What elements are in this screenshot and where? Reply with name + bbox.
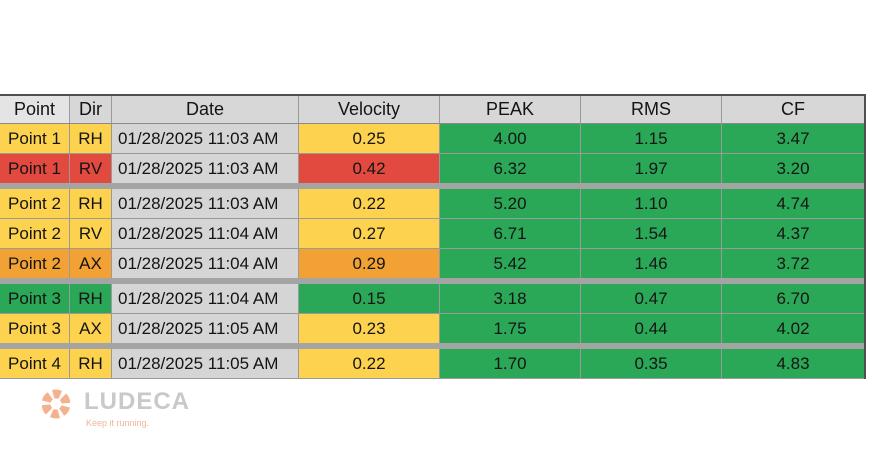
cell-velocity: 0.29	[299, 249, 440, 278]
cell-date: 01/28/2025 11:05 AM	[112, 349, 299, 378]
cell-dir: AX	[70, 314, 112, 343]
cell-rms: 0.44	[581, 314, 722, 343]
header-velocity[interactable]: Velocity	[299, 96, 440, 123]
cell-cf: 4.02	[722, 314, 864, 343]
cell-peak: 5.20	[440, 189, 581, 218]
header-cf[interactable]: CF	[722, 96, 864, 123]
cell-point: Point 1	[0, 124, 70, 153]
cell-peak: 1.70	[440, 349, 581, 378]
cell-dir: RV	[70, 154, 112, 183]
table-row[interactable]: Point 2 RH 01/28/2025 11:03 AM 0.22 5.20 1.10…	[0, 189, 864, 219]
cell-rms: 1.97	[581, 154, 722, 183]
cell-dir: RH	[70, 189, 112, 218]
cell-peak: 1.75	[440, 314, 581, 343]
cell-point: Point 2	[0, 249, 70, 278]
cell-dir: AX	[70, 249, 112, 278]
cell-dir: RV	[70, 219, 112, 248]
logo-tagline: Keep it running.	[86, 418, 150, 428]
cell-dir: RH	[70, 124, 112, 153]
cell-date: 01/28/2025 11:04 AM	[112, 219, 299, 248]
logo-center	[50, 398, 62, 410]
table-row[interactable]: Point 4 RH 01/28/2025 11:05 AM 0.22 1.70 0.35…	[0, 349, 864, 379]
cell-date: 01/28/2025 11:04 AM	[112, 249, 299, 278]
cell-velocity: 0.25	[299, 124, 440, 153]
cell-velocity: 0.42	[299, 154, 440, 183]
cell-rms: 1.10	[581, 189, 722, 218]
cell-cf: 4.83	[722, 349, 864, 378]
cell-cf: 6.70	[722, 284, 864, 313]
cell-velocity: 0.15	[299, 284, 440, 313]
cell-peak: 4.00	[440, 124, 581, 153]
cell-date: 01/28/2025 11:03 AM	[112, 154, 299, 183]
table-row[interactable]: Point 1 RH 01/28/2025 11:03 AM 0.25 4.00 1.15…	[0, 124, 864, 154]
cell-point: Point 2	[0, 189, 70, 218]
ludeca-gear-icon	[41, 389, 71, 419]
table-header-row: Point Dir Date Velocity PEAK RMS CF	[0, 96, 864, 124]
header-date[interactable]: Date	[112, 96, 299, 123]
table-row[interactable]: Point 2 RV 01/28/2025 11:04 AM 0.27 6.71 1.54…	[0, 219, 864, 249]
header-point[interactable]: Point	[0, 96, 70, 123]
cell-rms: 1.46	[581, 249, 722, 278]
cell-point: Point 4	[0, 349, 70, 378]
cell-peak: 3.18	[440, 284, 581, 313]
cell-point: Point 3	[0, 314, 70, 343]
cell-cf: 3.72	[722, 249, 864, 278]
cell-date: 01/28/2025 11:03 AM	[112, 124, 299, 153]
cell-velocity: 0.23	[299, 314, 440, 343]
cell-date: 01/28/2025 11:04 AM	[112, 284, 299, 313]
ludeca-logo: LUDECA Keep it running.	[38, 386, 198, 432]
cell-dir: RH	[70, 284, 112, 313]
cell-point: Point 3	[0, 284, 70, 313]
cell-rms: 1.54	[581, 219, 722, 248]
cell-rms: 1.15	[581, 124, 722, 153]
cell-peak: 5.42	[440, 249, 581, 278]
cell-cf: 4.74	[722, 189, 864, 218]
cell-velocity: 0.27	[299, 219, 440, 248]
logo-petal	[52, 389, 62, 404]
cell-velocity: 0.22	[299, 349, 440, 378]
table-row[interactable]: Point 2 AX 01/28/2025 11:04 AM 0.29 5.42 1.46…	[0, 249, 864, 284]
header-peak[interactable]: PEAK	[440, 96, 581, 123]
measurement-table: Point Dir Date Velocity PEAK RMS CF Poin…	[0, 94, 866, 379]
cell-velocity: 0.22	[299, 189, 440, 218]
table-row[interactable]: Point 3 AX 01/28/2025 11:05 AM 0.23 1.75 0.44…	[0, 314, 864, 349]
cell-date: 01/28/2025 11:05 AM	[112, 314, 299, 343]
cell-rms: 0.35	[581, 349, 722, 378]
cell-cf: 3.20	[722, 154, 864, 183]
cell-cf: 3.47	[722, 124, 864, 153]
cell-point: Point 2	[0, 219, 70, 248]
cell-dir: RH	[70, 349, 112, 378]
table-row[interactable]: Point 3 RH 01/28/2025 11:04 AM 0.15 3.18 0.47…	[0, 284, 864, 314]
cell-cf: 4.37	[722, 219, 864, 248]
cell-date: 01/28/2025 11:03 AM	[112, 189, 299, 218]
cell-peak: 6.71	[440, 219, 581, 248]
table-row[interactable]: Point 1 RV 01/28/2025 11:03 AM 0.42 6.32 1.97…	[0, 154, 864, 189]
cell-peak: 6.32	[440, 154, 581, 183]
cell-point: Point 1	[0, 154, 70, 183]
cell-rms: 0.47	[581, 284, 722, 313]
table-body: Point 1 RH 01/28/2025 11:03 AM 0.25 4.00 1.15…	[0, 124, 864, 379]
header-rms[interactable]: RMS	[581, 96, 722, 123]
header-dir[interactable]: Dir	[70, 96, 112, 123]
logo-wordmark: LUDECA	[84, 388, 190, 415]
logo-petal	[50, 404, 60, 419]
